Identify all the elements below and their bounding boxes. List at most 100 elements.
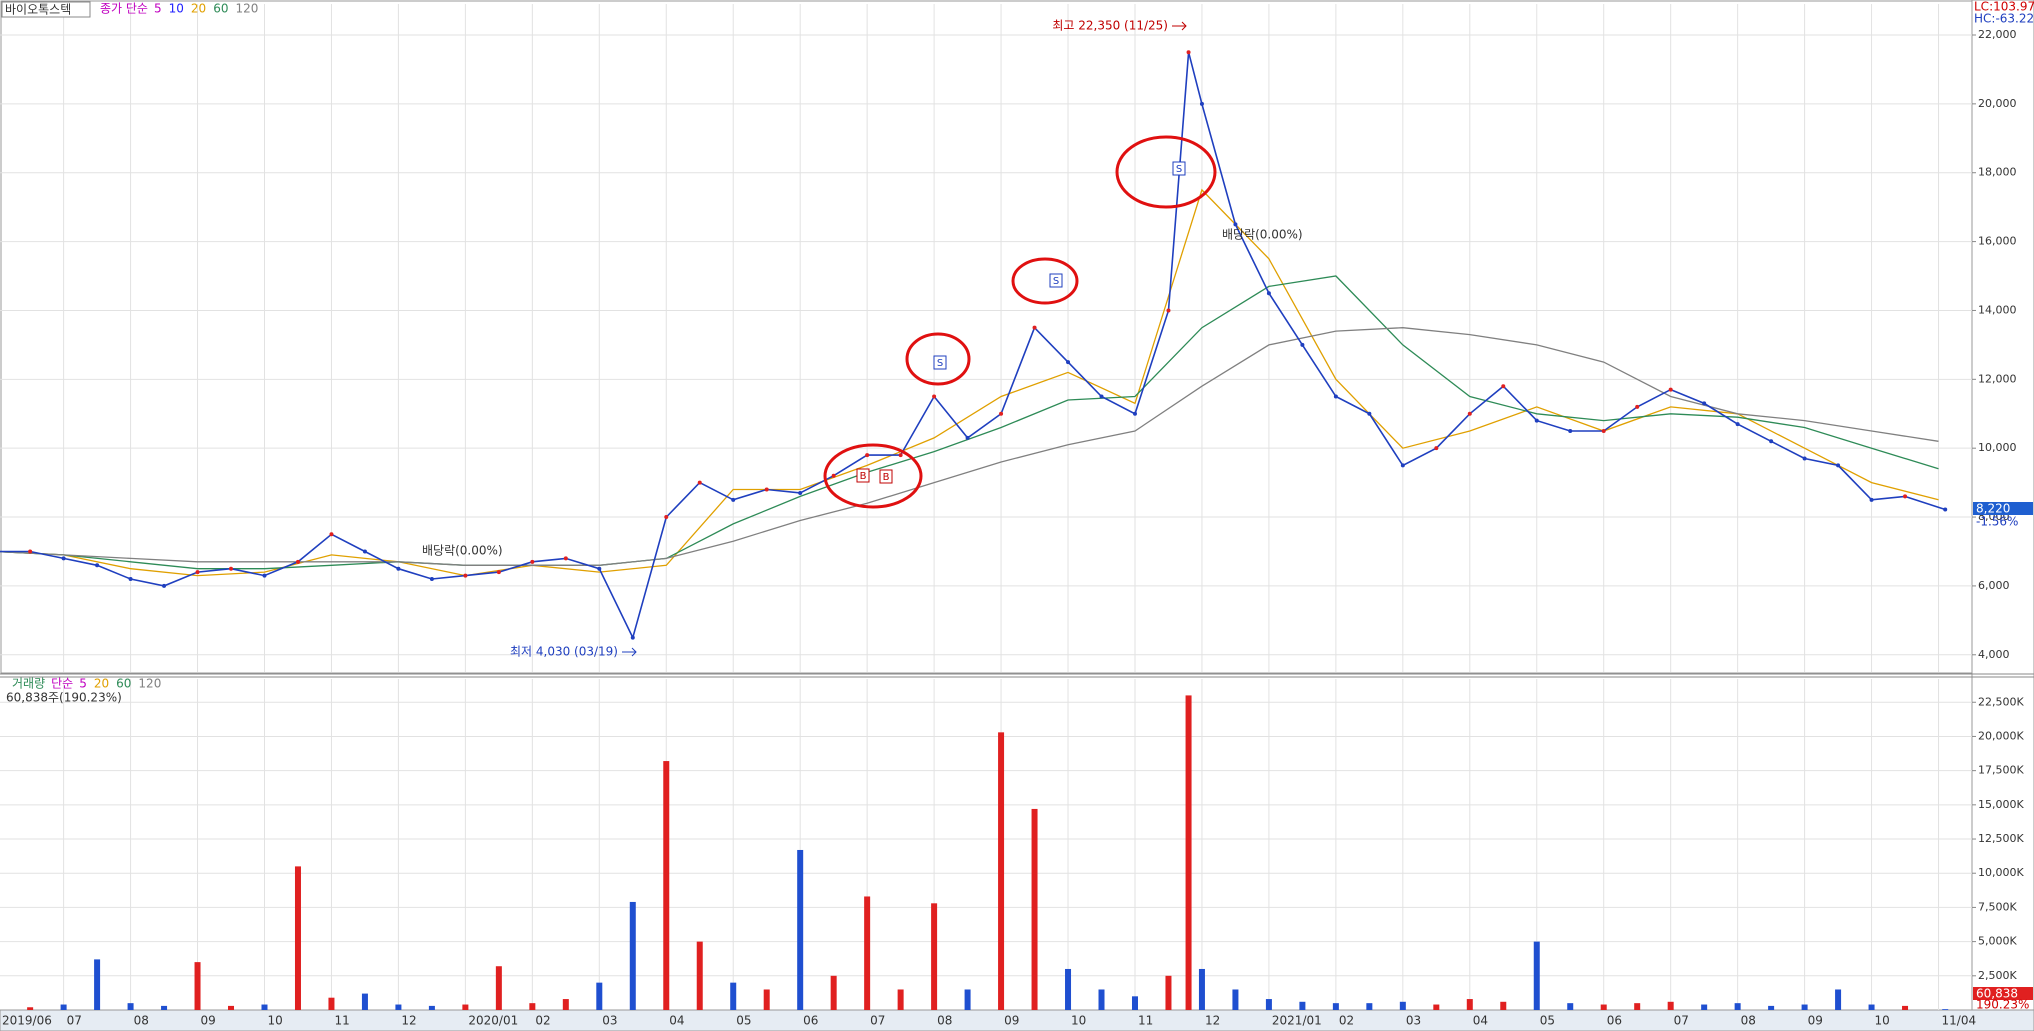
volume-bar [1600, 1004, 1607, 1010]
x-tick-label: 05 [736, 1014, 751, 1028]
legend-entry: 120 [235, 2, 258, 16]
price-point [295, 559, 300, 564]
x-tick-label: 08 [937, 1014, 952, 1028]
x-tick-label: 08 [1741, 1014, 1756, 1028]
price-point [1300, 342, 1305, 347]
volume-bar [127, 1003, 134, 1010]
last-ratio-label: 190.23% [1976, 998, 2029, 1012]
price-point [463, 573, 468, 578]
price-point [898, 453, 903, 458]
price-point [1066, 360, 1071, 365]
y-tick-label: 4,000 [1978, 648, 2010, 661]
price-point [1836, 463, 1841, 468]
volume-bar [596, 982, 603, 1010]
y-tick-label: 7,500K [1978, 900, 2017, 913]
volume-header: 60,838주(190.23%) [6, 691, 122, 705]
ma-line [0, 327, 1939, 566]
x-tick-label: 06 [803, 1014, 818, 1028]
y-tick-label: 10,000 [1978, 441, 2017, 454]
volume-bar [462, 1004, 469, 1010]
price-point [429, 577, 434, 582]
price-point [162, 583, 167, 588]
high-arrow [1172, 21, 1187, 31]
volume-bar [797, 849, 804, 1010]
last-price-label: 8,220 [1976, 502, 2010, 516]
price-point [1943, 507, 1948, 512]
x-tick-label: 11 [334, 1014, 349, 1028]
high-label: 최고 22,350 (11/25) [1052, 19, 1168, 33]
price-point [1434, 446, 1439, 451]
volume-bar [194, 962, 201, 1010]
grid: 4,0006,0008,00010,00012,00014,00016,0001… [0, 4, 2024, 1028]
y-tick-label: 12,000 [1978, 372, 2017, 385]
legend-entry: 60 [213, 2, 228, 16]
last-change-label: -1.56% [1976, 515, 2018, 529]
price-point [195, 570, 200, 575]
price-point [1099, 394, 1104, 399]
legend-entry: 20 [94, 677, 109, 691]
x-tick-label: 2020/01 [468, 1014, 518, 1028]
price-point [697, 480, 702, 485]
low-label: 최저 4,030 (03/19) [510, 645, 618, 659]
signal-label: S [1053, 276, 1059, 287]
price-point [932, 394, 937, 399]
volume-bar [529, 1003, 536, 1010]
volume-bar [261, 1004, 268, 1010]
price-point [1802, 456, 1807, 461]
volume-bar [328, 997, 335, 1010]
price-point [530, 559, 535, 564]
x-tick-label: 12 [1205, 1014, 1220, 1028]
volume-bar [1768, 1005, 1775, 1010]
volume-bar [1701, 1004, 1708, 1010]
price-point [865, 453, 870, 458]
volume-bar [1634, 1003, 1641, 1010]
legend-label: 단순 [51, 677, 73, 691]
volume-bar [1801, 1004, 1808, 1010]
price-point [1233, 222, 1238, 227]
price-point [1367, 411, 1372, 416]
legend-label: 종가 단순 [100, 2, 148, 16]
volume-bar [730, 982, 737, 1010]
volume-bar [1232, 989, 1239, 1010]
highlight-circle [905, 332, 971, 386]
y-tick-label: 5,000K [1978, 935, 2017, 948]
price-point [128, 577, 133, 582]
volume-bar [1567, 1003, 1574, 1010]
price-point [798, 490, 803, 495]
volume-bar [897, 989, 904, 1010]
x-tick-label: 2019/06 [2, 1014, 52, 1028]
highlight-circle [823, 443, 923, 509]
price-point [1702, 401, 1707, 406]
volume-bar [1533, 941, 1540, 1010]
volume-bar [1165, 975, 1172, 1010]
signal-label: B [883, 472, 890, 483]
price-point [1186, 50, 1191, 55]
y-tick-label: 16,000 [1978, 235, 2017, 248]
x-tick-label: 11 [1138, 1014, 1153, 1028]
price-point [1568, 428, 1573, 433]
y-tick-label: 20,000 [1978, 97, 2017, 110]
hc-label: HC:-63.22 [1974, 12, 2034, 26]
price-line [0, 52, 1946, 640]
price-point [1534, 418, 1539, 423]
highlight-circle [1011, 257, 1079, 305]
volume-bar [1902, 1005, 1909, 1010]
volume-bar [629, 901, 636, 1010]
y-tick-label: 14,000 [1978, 303, 2017, 316]
price-point [1635, 404, 1640, 409]
price-point [563, 556, 568, 561]
volume-bar [94, 959, 101, 1010]
x-tick-label: 04 [669, 1014, 684, 1028]
price-point [1400, 463, 1405, 468]
volume-bar [1366, 1003, 1373, 1010]
low-arrow [622, 647, 637, 657]
price-point [28, 549, 33, 554]
signal-box [933, 355, 947, 370]
signal-label: S [937, 358, 943, 369]
volume-bar [562, 999, 569, 1010]
y-tick-label: 17,500K [1978, 764, 2024, 777]
volume-bar [1198, 968, 1205, 1010]
x-tick-label: 05 [1540, 1014, 1555, 1028]
